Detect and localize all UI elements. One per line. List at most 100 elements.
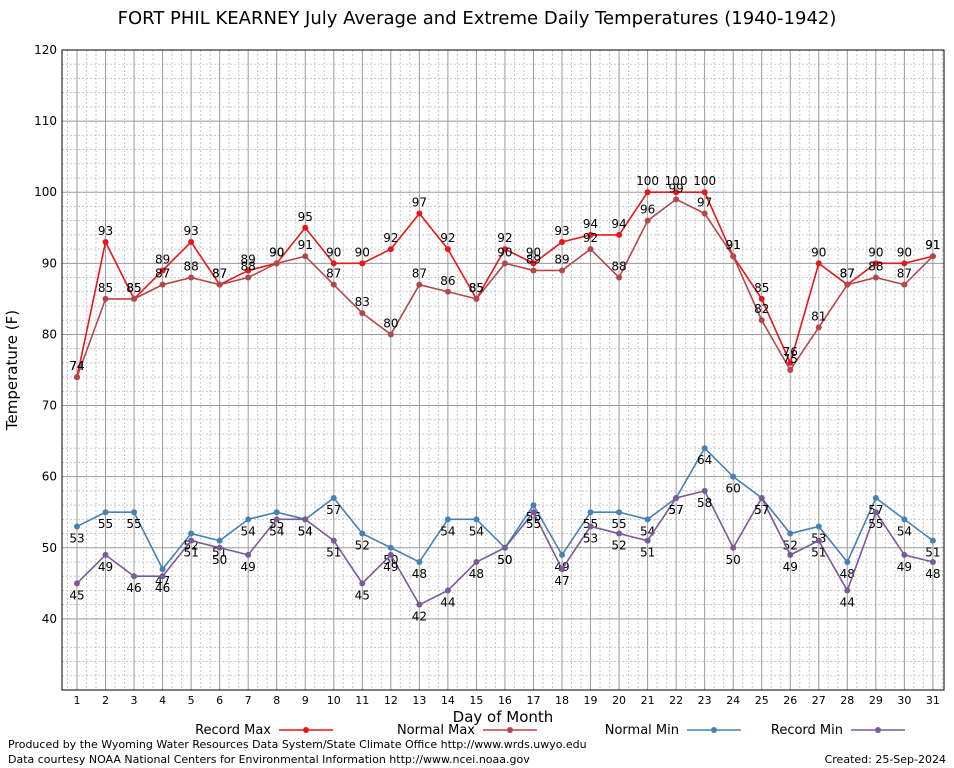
data-point	[644, 217, 651, 224]
x-tick-label: 13	[412, 694, 426, 707]
data-label: 54	[241, 524, 256, 538]
data-point	[416, 281, 423, 288]
legend-label: Record Min	[771, 723, 843, 738]
data-label: 87	[897, 267, 912, 281]
x-tick-label: 8	[273, 694, 280, 707]
data-label: 46	[155, 581, 170, 595]
data-label: 42	[412, 610, 427, 624]
data-point	[758, 495, 765, 501]
x-tick-label: 6	[216, 694, 223, 707]
data-label: 89	[554, 252, 569, 266]
y-tick-label: 90	[42, 256, 57, 270]
data-point	[216, 544, 223, 551]
data-point	[188, 274, 195, 281]
y-axis-label: Temperature (F)	[3, 310, 21, 431]
data-point	[416, 601, 423, 608]
data-point	[188, 530, 195, 537]
data-point	[844, 559, 851, 565]
data-label: 89	[155, 252, 170, 266]
data-point	[587, 231, 594, 238]
y-tick-label: 70	[42, 399, 57, 413]
data-point	[159, 281, 166, 288]
data-point	[501, 544, 508, 551]
data-label: 48	[412, 567, 427, 581]
data-label: 51	[925, 546, 940, 560]
x-tick-label: 17	[526, 694, 540, 707]
data-point	[159, 573, 166, 580]
data-point	[844, 587, 851, 594]
footer-produced-by: Produced by the Wyoming Water Resources …	[8, 738, 587, 751]
data-label: 49	[383, 560, 398, 574]
data-label: 93	[183, 224, 198, 238]
data-label: 91	[298, 238, 313, 252]
data-point	[872, 509, 879, 516]
legend-label: Record Max	[195, 723, 271, 738]
data-point	[901, 551, 908, 558]
data-point	[188, 537, 195, 544]
data-point	[501, 260, 508, 267]
data-label: 60	[726, 482, 741, 496]
data-label: 54	[298, 524, 313, 538]
y-tick-label: 60	[42, 470, 57, 484]
data-label: 51	[811, 546, 826, 560]
data-label: 99	[668, 181, 683, 195]
footer-data-courtesy: Data courtesy NOAA National Centers for …	[8, 753, 530, 766]
x-tick-label: 11	[355, 694, 369, 707]
x-tick-label: 20	[612, 694, 626, 707]
data-label: 57	[668, 503, 683, 517]
data-point	[872, 274, 879, 281]
data-label: 83	[355, 295, 370, 309]
chart-title: FORT PHIL KEARNEY July Average and Extre…	[117, 8, 837, 29]
data-point	[302, 516, 309, 523]
y-tick-label: 40	[42, 612, 57, 626]
data-point	[701, 210, 708, 217]
data-point	[501, 246, 508, 253]
data-label: 86	[440, 274, 455, 288]
data-label: 81	[811, 309, 826, 323]
data-label: 89	[241, 252, 256, 266]
x-tick-label: 5	[188, 694, 195, 707]
data-label: 45	[355, 588, 370, 602]
data-point	[559, 551, 566, 558]
x-tick-label: 29	[869, 694, 883, 707]
data-label: 57	[668, 503, 683, 517]
data-point	[387, 246, 394, 253]
data-label: 91	[925, 238, 940, 252]
legend-swatch-marker	[875, 727, 881, 733]
data-point	[872, 495, 879, 501]
data-label: 96	[640, 203, 655, 217]
data-point	[787, 530, 794, 537]
data-point	[102, 551, 109, 558]
y-tick-label: 120	[34, 43, 57, 57]
data-label: 94	[583, 217, 598, 231]
data-point	[701, 189, 708, 196]
data-label: 90	[326, 245, 341, 259]
x-tick-label: 7	[245, 694, 252, 707]
x-tick-label: 10	[327, 694, 341, 707]
data-label: 74	[69, 359, 84, 373]
data-point	[302, 224, 309, 231]
x-tick-label: 30	[897, 694, 911, 707]
data-point	[644, 189, 651, 196]
data-point	[359, 580, 366, 587]
x-tick-label: 23	[698, 694, 712, 707]
data-label: 55	[526, 517, 541, 531]
data-label: 90	[526, 245, 541, 259]
data-point	[131, 509, 138, 516]
data-point	[673, 189, 680, 196]
data-label: 88	[241, 260, 256, 274]
data-point	[302, 253, 309, 260]
data-point	[473, 559, 480, 565]
data-label: 55	[611, 517, 626, 531]
data-point	[844, 281, 851, 288]
x-tick-label: 31	[926, 694, 940, 707]
data-label: 52	[355, 539, 370, 553]
data-point	[559, 239, 566, 245]
data-label: 90	[868, 245, 883, 259]
x-tick-label: 28	[840, 694, 854, 707]
data-label: 54	[269, 524, 284, 538]
data-label: 55	[126, 517, 141, 531]
data-point	[559, 267, 566, 274]
data-point	[444, 288, 451, 295]
data-label: 53	[583, 531, 598, 545]
